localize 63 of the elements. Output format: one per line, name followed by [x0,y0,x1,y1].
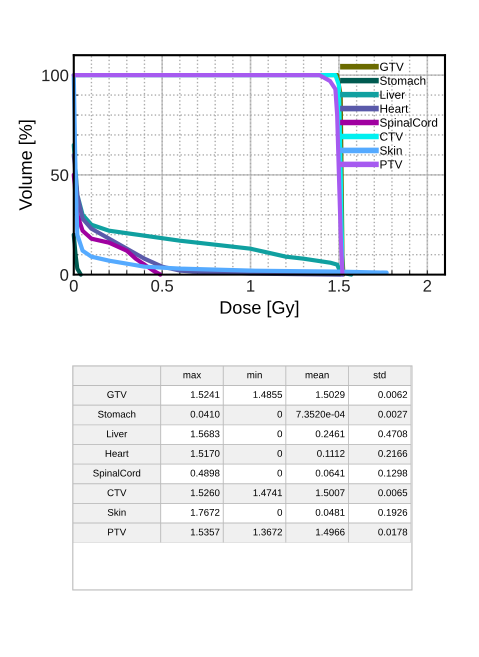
legend-label: Stomach [380,76,426,85]
category-label: Skin [108,508,126,516]
legend-label: PTV [380,160,402,169]
text: 0 [277,410,282,418]
text: 1.5683 [190,430,220,438]
y-axis-title: Volume [%] [18,120,36,210]
text: 1.5357 [190,528,220,536]
text: 0.0062 [378,391,408,398]
text: 1.5241 [190,391,220,398]
category-label: min [247,371,262,378]
text: 1.4855 [253,391,282,398]
text: 1.5170 [190,450,220,457]
text: 0 [277,470,282,477]
x-tick-label: 1 [247,280,254,292]
text: 1.5007 [316,489,345,496]
category-label: std [373,371,386,378]
legend-label: Heart [380,104,408,113]
legend-label: SpinalCord [380,118,438,130]
text: 0.4898 [190,470,220,477]
category-label: Heart [106,450,129,457]
x-tick-label: 2 [424,280,432,292]
text: 0.4708 [378,430,408,438]
text: 0.1112 [317,450,345,457]
text: 0.0410 [190,410,220,418]
text: 1.5029 [316,391,345,398]
text: 1.5260 [190,489,220,496]
text: 0.2461 [316,430,345,438]
category-label: CTV [108,489,126,496]
text: 0.0065 [378,489,408,496]
category-label: Liver [107,430,128,438]
text: 0.1298 [378,470,408,477]
text: 1.3672 [253,528,282,536]
y-tick-label: 0 [60,269,68,281]
text: 0.2166 [378,450,408,457]
category-label: mean [306,373,329,378]
text: 0 [277,450,282,457]
x-tick-label: 0 [70,280,78,292]
text: 1.4741 [253,489,282,496]
y-tick-label: 50 [51,169,68,182]
x-axis-title: Dose [Gy] [220,300,298,318]
category-label: GTV [107,391,127,398]
text: 0 [277,430,282,438]
text: 0.0481 [316,508,345,516]
legend-label: Skin [380,146,402,155]
line-series [72,232,83,277]
text: 1.4966 [316,528,345,536]
text: 0.0641 [316,470,345,477]
text: 0.0178 [378,528,408,536]
legend-label: GTV [380,62,404,71]
text: 0.0027 [378,410,408,418]
category-label: max [183,373,202,378]
text: 0.1926 [378,508,408,516]
legend-label: Liver [380,90,405,99]
category-label: SpinalCord [93,469,140,478]
text: 1.7672 [190,508,220,516]
text: 0 [277,508,282,516]
category-label: Stomach [98,410,136,418]
y-tick-label: 100 [42,70,68,82]
x-tick-label: 0.5 [151,280,174,292]
category-label: PTV [108,528,126,536]
legend-label: CTV [380,132,404,141]
text: 7.3520e-04 [296,410,345,418]
x-tick-label: 1.5 [328,280,350,292]
